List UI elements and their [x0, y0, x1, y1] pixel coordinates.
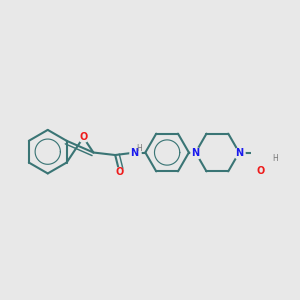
Text: H: H	[272, 154, 278, 163]
Text: O: O	[79, 132, 88, 142]
Text: O: O	[115, 167, 124, 177]
Text: H: H	[299, 125, 300, 134]
Text: N: N	[130, 148, 139, 158]
Text: H: H	[136, 144, 142, 153]
Text: N: N	[191, 148, 200, 158]
Text: O: O	[257, 166, 265, 176]
Text: N: N	[235, 148, 243, 158]
